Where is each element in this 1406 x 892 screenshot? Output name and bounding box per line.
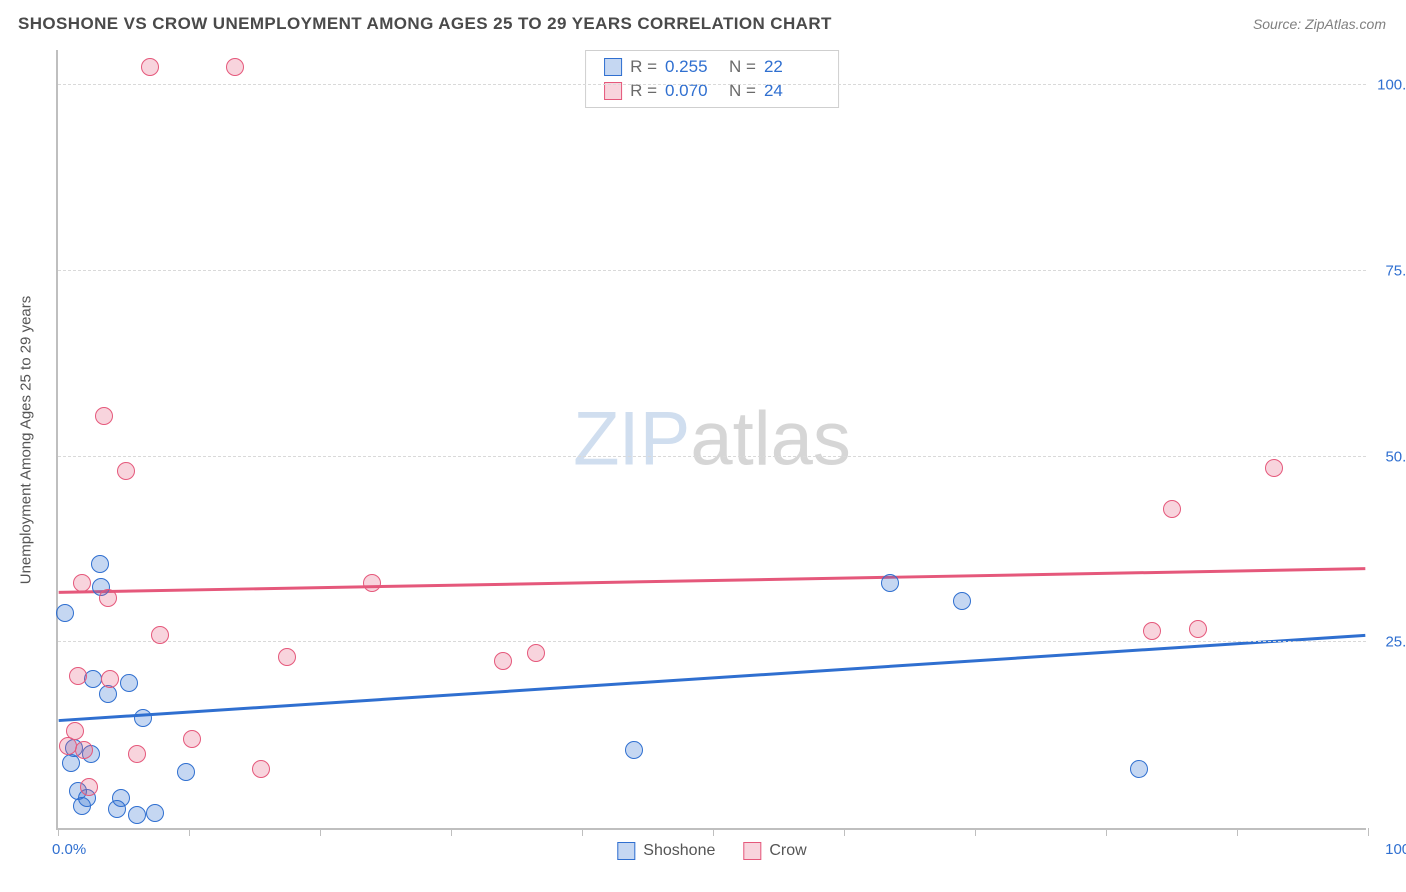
scatter-point-crow bbox=[66, 722, 84, 740]
x-tick bbox=[582, 828, 583, 836]
scatter-point-shoshone bbox=[91, 555, 109, 573]
scatter-point-crow bbox=[252, 760, 270, 778]
legend-swatch-shoshone bbox=[617, 842, 635, 860]
scatter-point-shoshone bbox=[128, 806, 146, 824]
gridline-h bbox=[58, 456, 1366, 457]
scatter-point-shoshone bbox=[625, 741, 643, 759]
y-axis-label: Unemployment Among Ages 25 to 29 years bbox=[18, 296, 35, 585]
scatter-point-crow bbox=[1265, 459, 1283, 477]
chart-title: SHOSHONE VS CROW UNEMPLOYMENT AMONG AGES… bbox=[18, 14, 832, 34]
x-tick bbox=[975, 828, 976, 836]
scatter-point-crow bbox=[80, 778, 98, 796]
x-tick bbox=[713, 828, 714, 836]
legend-row-crow: R = 0.070 N = 24 bbox=[604, 79, 820, 103]
scatter-point-crow bbox=[494, 652, 512, 670]
scatter-point-crow bbox=[69, 667, 87, 685]
plot-area: ZIPatlas R = 0.255 N = 22 R = 0.070 N = … bbox=[56, 50, 1366, 830]
scatter-point-crow bbox=[128, 745, 146, 763]
legend-swatch-crow bbox=[743, 842, 761, 860]
scatter-point-crow bbox=[117, 462, 135, 480]
scatter-point-crow bbox=[101, 670, 119, 688]
scatter-point-shoshone bbox=[177, 763, 195, 781]
scatter-point-crow bbox=[226, 58, 244, 76]
watermark-i: I bbox=[619, 397, 640, 482]
scatter-point-shoshone bbox=[84, 670, 102, 688]
y-tick-label: 100.0% bbox=[1377, 77, 1406, 94]
trend-line-shoshone bbox=[59, 635, 1366, 720]
scatter-point-crow bbox=[1143, 622, 1161, 640]
scatter-point-shoshone bbox=[120, 674, 138, 692]
gridline-h bbox=[58, 84, 1366, 85]
legend-row-shoshone: R = 0.255 N = 22 bbox=[604, 55, 820, 79]
chart-header: SHOSHONE VS CROW UNEMPLOYMENT AMONG AGES… bbox=[10, 10, 1386, 44]
scatter-point-crow bbox=[99, 589, 117, 607]
scatter-point-crow bbox=[75, 741, 93, 759]
scatter-point-crow bbox=[278, 648, 296, 666]
x-tick bbox=[1368, 828, 1369, 836]
scatter-point-shoshone bbox=[1130, 760, 1148, 778]
scatter-point-shoshone bbox=[146, 804, 164, 822]
legend-item-shoshone: Shoshone bbox=[617, 842, 715, 860]
legend-correlation: R = 0.255 N = 22 R = 0.070 N = 24 bbox=[585, 50, 839, 108]
r-label: R = bbox=[630, 57, 657, 77]
legend-swatch-shoshone bbox=[604, 58, 622, 76]
scatter-point-crow bbox=[183, 730, 201, 748]
x-tick bbox=[1237, 828, 1238, 836]
y-tick-label: 75.0% bbox=[1385, 262, 1406, 279]
chart-container: Unemployment Among Ages 25 to 29 years Z… bbox=[56, 50, 1386, 830]
legend-item-crow: Crow bbox=[743, 842, 806, 860]
r-value-shoshone: 0.255 bbox=[665, 57, 721, 77]
watermark-p: P bbox=[640, 397, 691, 482]
gridline-h bbox=[58, 641, 1366, 642]
legend-label-crow: Crow bbox=[769, 842, 806, 860]
x-tick bbox=[58, 828, 59, 836]
chart-source: Source: ZipAtlas.com bbox=[1253, 16, 1386, 32]
scatter-point-shoshone bbox=[112, 789, 130, 807]
x-tick bbox=[451, 828, 452, 836]
scatter-point-shoshone bbox=[56, 604, 74, 622]
scatter-point-crow bbox=[95, 407, 113, 425]
trend-lines-svg bbox=[58, 50, 1366, 828]
n-label: N = bbox=[729, 57, 756, 77]
scatter-point-crow bbox=[1163, 500, 1181, 518]
legend-label-shoshone: Shoshone bbox=[643, 842, 715, 860]
watermark-rest: atlas bbox=[690, 397, 851, 482]
scatter-point-crow bbox=[151, 626, 169, 644]
x-tick-label-min: 0.0% bbox=[52, 841, 86, 858]
scatter-point-crow bbox=[141, 58, 159, 76]
watermark: ZIPatlas bbox=[573, 396, 851, 483]
scatter-point-shoshone bbox=[881, 574, 899, 592]
y-tick-label: 50.0% bbox=[1385, 448, 1406, 465]
x-tick-label-max: 100.0% bbox=[1385, 841, 1406, 858]
x-tick bbox=[844, 828, 845, 836]
x-tick bbox=[320, 828, 321, 836]
scatter-point-shoshone bbox=[953, 592, 971, 610]
watermark-z: Z bbox=[573, 397, 618, 482]
trend-line-crow bbox=[59, 569, 1366, 593]
x-tick bbox=[189, 828, 190, 836]
scatter-point-crow bbox=[1189, 620, 1207, 638]
scatter-point-crow bbox=[73, 574, 91, 592]
scatter-point-crow bbox=[363, 574, 381, 592]
legend-series: Shoshone Crow bbox=[617, 842, 806, 860]
scatter-point-crow bbox=[527, 644, 545, 662]
n-value-shoshone: 22 bbox=[764, 57, 820, 77]
scatter-point-shoshone bbox=[134, 709, 152, 727]
x-tick bbox=[1106, 828, 1107, 836]
y-tick-label: 25.0% bbox=[1385, 634, 1406, 651]
gridline-h bbox=[58, 270, 1366, 271]
